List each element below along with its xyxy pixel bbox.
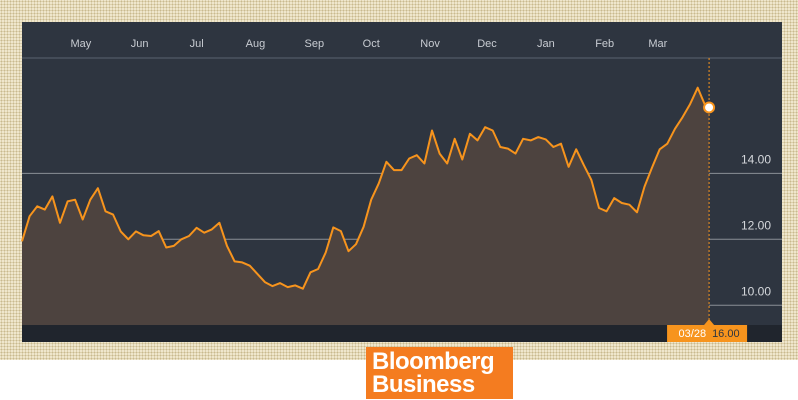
- date-label: 03/28: [679, 328, 707, 340]
- y-tick-label: 14.00: [741, 153, 771, 167]
- x-tick-label: Jul: [190, 38, 204, 50]
- x-tick-label: Jan: [537, 38, 555, 50]
- last-point: [703, 101, 716, 114]
- cursor-pointer: [704, 319, 715, 325]
- x-tick-label: May: [70, 38, 91, 50]
- date-band: [22, 325, 782, 342]
- value-label: 16.00: [712, 328, 740, 340]
- x-tick-label: Nov: [420, 38, 440, 50]
- logo-line: Bloomberg: [372, 348, 495, 375]
- logo-line: Business: [372, 371, 475, 398]
- x-tick-label: Aug: [246, 38, 266, 50]
- x-tick-label: Oct: [363, 38, 380, 50]
- x-tick-label: Dec: [477, 38, 497, 50]
- area: [22, 87, 710, 325]
- y-tick-label: 12.00: [741, 218, 771, 232]
- x-tick-label: Sep: [305, 38, 325, 50]
- date-box: [667, 325, 748, 342]
- x-tick-label: Mar: [648, 38, 667, 50]
- price-line: [21, 86, 710, 290]
- chart: 10.00 12.00 14.00 May Jun Jul Aug Sep Oct Nov Dec J…: [21, 22, 782, 342]
- x-tick-label: Jun: [131, 38, 149, 50]
- logo: Bloomberg Business: [366, 347, 513, 399]
- x-tick-label: Feb: [595, 38, 614, 50]
- y-tick-label: 10.00: [741, 284, 771, 298]
